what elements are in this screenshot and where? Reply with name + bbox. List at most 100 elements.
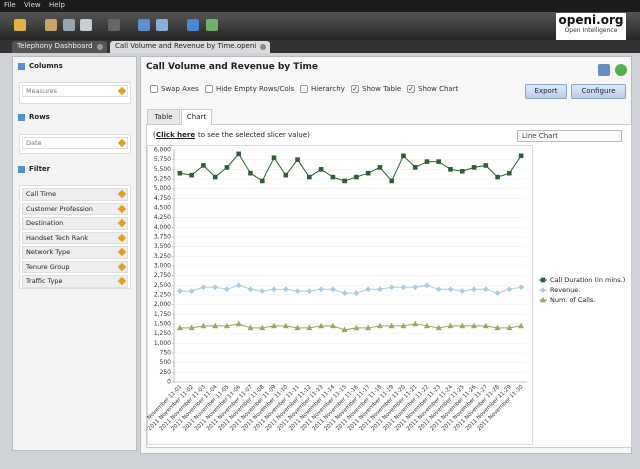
chart-type-select[interactable]: Line Chart: [517, 130, 622, 142]
field-item[interactable]: [22, 85, 128, 97]
checkbox[interactable]: [205, 85, 213, 93]
point: [295, 157, 300, 162]
point: [306, 324, 313, 331]
toolbar-chart[interactable]: [80, 19, 92, 31]
toolbar-open[interactable]: [14, 19, 26, 31]
logo-title: openi.org: [558, 13, 624, 27]
view-tab[interactable]: Table: [147, 109, 180, 125]
checkbox[interactable]: [300, 85, 308, 93]
point: [459, 322, 466, 329]
point: [329, 286, 336, 293]
point: [483, 163, 489, 168]
checkbox-label[interactable]: Swap Axes: [161, 85, 199, 93]
button[interactable]: Configure: [571, 84, 626, 99]
field-item[interactable]: [22, 260, 128, 273]
menu-item[interactable]: Help: [49, 1, 65, 9]
y-tick-label: 1,500: [154, 321, 171, 328]
sidebar-icon: [18, 63, 25, 70]
point: [518, 322, 525, 329]
y-tick-label: 3,250: [154, 253, 171, 260]
point: [176, 324, 183, 331]
menu-item[interactable]: File: [4, 1, 16, 9]
toolbar-report[interactable]: [45, 19, 57, 31]
chart-type-label: Line Chart: [522, 132, 559, 140]
series-line: [179, 153, 522, 182]
point: [318, 322, 325, 329]
sidebar-icon: [18, 114, 25, 121]
button[interactable]: Export: [525, 84, 567, 99]
field-item[interactable]: [22, 137, 128, 149]
toolbar-table[interactable]: [63, 19, 75, 31]
tab-close[interactable]: [260, 44, 266, 50]
y-tick-label: 4,000: [154, 224, 171, 231]
point: [388, 284, 395, 291]
point: [412, 320, 419, 327]
checkbox[interactable]: ✓: [407, 85, 415, 93]
report-title: Call Volume and Revenue by Time: [146, 62, 319, 72]
point: [259, 178, 265, 184]
toolbar-edit[interactable]: [108, 19, 120, 31]
document-tab[interactable]: Call Volume and Revenue by Time.openi: [110, 41, 271, 53]
point: [482, 322, 489, 329]
toolbar-save[interactable]: [138, 19, 150, 31]
y-tick-label: 3,500: [154, 243, 171, 250]
toolbar-monitor[interactable]: [187, 19, 199, 31]
checkbox-label[interactable]: Hierarchy: [311, 85, 345, 93]
point: [506, 324, 513, 331]
print-icon[interactable]: [598, 64, 610, 76]
point: [189, 172, 194, 178]
field-item[interactable]: [22, 217, 128, 230]
point: [482, 286, 489, 293]
checkbox-label[interactable]: Hide Empty Rows/Cols: [216, 85, 295, 93]
point: [377, 165, 383, 170]
point: [400, 284, 407, 291]
point: [518, 284, 525, 291]
document-tab[interactable]: Telephony Dashboard: [12, 41, 107, 53]
toolbar-save-as[interactable]: [156, 19, 168, 31]
point: [365, 324, 372, 331]
field-item[interactable]: [22, 275, 128, 288]
point: [365, 170, 371, 176]
view-tab[interactable]: Chart: [181, 109, 212, 125]
menu-item[interactable]: View: [24, 1, 41, 9]
slicer-link[interactable]: Click here: [156, 131, 196, 139]
point: [188, 288, 195, 295]
refresh-icon[interactable]: [615, 64, 627, 76]
field-item[interactable]: [22, 246, 128, 259]
y-tick-label: 4,250: [154, 214, 171, 221]
checkbox[interactable]: [150, 85, 158, 93]
toolbar-refresh[interactable]: [206, 19, 218, 31]
point: [447, 286, 454, 293]
point: [377, 286, 383, 293]
point: [271, 286, 277, 293]
tab-close[interactable]: [97, 44, 103, 50]
point: [212, 322, 219, 329]
y-tick-label: 2,750: [154, 272, 171, 279]
point: [495, 174, 500, 180]
checkbox-label[interactable]: Show Chart: [418, 85, 459, 93]
point: [341, 326, 348, 333]
point: [176, 288, 183, 295]
point: [412, 165, 418, 170]
y-tick-label: 5,250: [154, 176, 171, 183]
point: [223, 322, 230, 329]
point: [471, 165, 477, 170]
point: [235, 282, 242, 289]
point: [494, 324, 501, 331]
field-label: Traffic Type: [26, 277, 63, 285]
field-item[interactable]: [22, 231, 128, 244]
point: [212, 174, 218, 180]
field-item[interactable]: [22, 202, 128, 215]
field-item[interactable]: [22, 188, 128, 201]
point: [400, 322, 407, 329]
point: [354, 174, 359, 180]
point: [329, 322, 336, 329]
series-line: [179, 323, 522, 331]
point: [200, 284, 207, 291]
field-label: Handset Tech Rank: [26, 233, 88, 242]
checkbox-label[interactable]: Show Table: [362, 85, 402, 93]
slicer-text: to see the selected slicer value): [198, 131, 310, 139]
point: [282, 286, 289, 293]
checkbox[interactable]: ✓: [351, 85, 359, 93]
